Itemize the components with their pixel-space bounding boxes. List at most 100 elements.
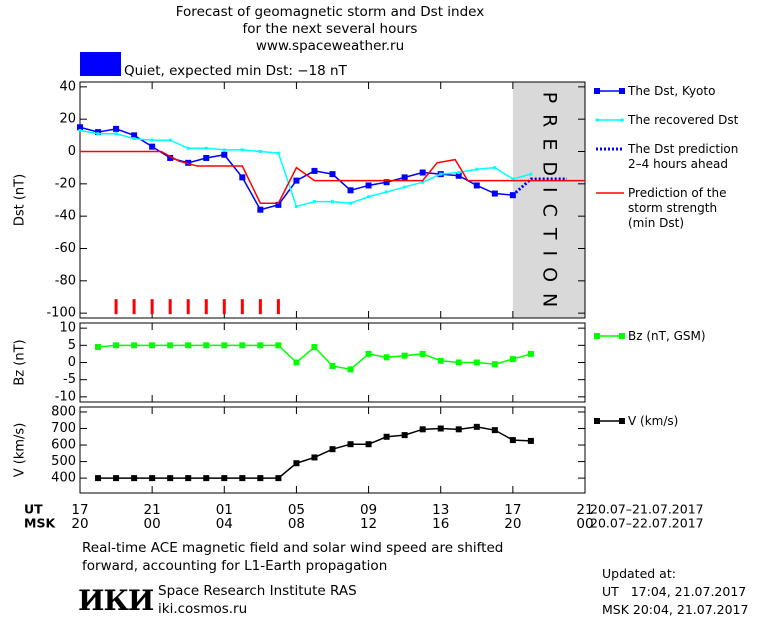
y-tick-label: 600 xyxy=(51,438,76,453)
updated-line: MSK 20:04, 21.07.2017 xyxy=(602,602,749,617)
series-marker xyxy=(383,354,390,361)
y-tick-label: 700 xyxy=(51,421,76,436)
series-marker xyxy=(511,177,515,181)
series-marker xyxy=(365,182,372,189)
series-marker xyxy=(331,200,334,204)
series-marker xyxy=(185,475,192,482)
series-marker xyxy=(221,151,228,158)
series-marker xyxy=(203,342,210,349)
x-tick-label: 20 xyxy=(504,516,521,532)
legend-marker xyxy=(619,333,625,339)
x-tick-label: 17 xyxy=(71,502,88,518)
series-marker xyxy=(491,190,498,197)
legend-marker xyxy=(594,88,600,94)
y-tick-label: 800 xyxy=(51,404,76,419)
series-marker xyxy=(258,150,262,154)
series-marker xyxy=(401,432,408,439)
series-marker xyxy=(419,350,426,357)
series-marker xyxy=(347,366,354,373)
series-marker xyxy=(95,344,102,351)
series-marker xyxy=(367,195,371,199)
legend-label: The Dst, Kyoto xyxy=(628,84,716,98)
institute: Space Research Institute RAS xyxy=(158,583,357,599)
updated-line: UT 17:04, 21.07.2017 xyxy=(602,584,747,599)
series-marker xyxy=(204,146,208,150)
title-line: www.spaceweather.ru xyxy=(256,38,404,54)
y-tick-label: -40 xyxy=(55,209,76,224)
y-axis-title: Bz (nT) xyxy=(13,339,28,385)
series-marker xyxy=(221,342,228,349)
series-line xyxy=(511,177,567,197)
msk-range: 20.07–22.07.2017 xyxy=(590,516,704,531)
x-tick-label: 05 xyxy=(288,502,305,518)
series-marker xyxy=(403,185,407,189)
series-marker xyxy=(275,342,282,349)
series-marker xyxy=(437,425,444,432)
legend-marker xyxy=(595,118,599,122)
series-marker xyxy=(150,138,154,142)
y-tick-label: 400 xyxy=(51,471,76,486)
series-marker xyxy=(77,124,83,131)
series-line xyxy=(98,426,531,479)
legend-label: The recovered Dst xyxy=(628,113,739,127)
series-marker xyxy=(509,356,516,363)
x-tick-label: 04 xyxy=(216,516,233,532)
series-marker xyxy=(168,138,172,142)
series-marker xyxy=(457,171,461,175)
status-text: Quiet, expected min Dst: −18 nT xyxy=(124,63,348,79)
series-marker xyxy=(239,342,246,349)
series-marker xyxy=(257,206,264,213)
series-marker xyxy=(186,146,190,150)
series-marker xyxy=(527,350,534,357)
series-marker xyxy=(293,460,300,467)
x-tick-label: 00 xyxy=(144,516,161,532)
x-tick-label: 08 xyxy=(288,516,305,532)
legend-marker xyxy=(594,333,600,339)
logo: ИКИ xyxy=(78,584,154,617)
status-box xyxy=(80,52,121,76)
series-marker xyxy=(132,137,136,141)
legend-marker xyxy=(620,118,624,122)
series-marker xyxy=(203,154,210,161)
series-marker xyxy=(149,342,156,349)
series-marker xyxy=(473,423,480,430)
series-marker xyxy=(493,166,497,170)
plot-frame xyxy=(79,81,586,319)
y-tick-label: -10 xyxy=(55,389,76,404)
x-tick-label: 12 xyxy=(360,516,377,532)
series-marker xyxy=(239,174,246,181)
x-tick-label: 00 xyxy=(576,516,593,532)
y-tick-label: -60 xyxy=(55,241,76,256)
series-marker xyxy=(131,342,138,349)
series-marker xyxy=(185,342,192,349)
y-axis-title: Dst (nT) xyxy=(13,174,28,226)
series-marker xyxy=(311,167,318,174)
series-marker xyxy=(257,475,264,482)
series-marker xyxy=(365,350,372,357)
series-marker xyxy=(421,180,425,184)
series-marker xyxy=(275,201,282,208)
series-marker xyxy=(311,454,318,461)
y-tick-label: -100 xyxy=(46,306,76,321)
footnote: forward, accounting for L1-Earth propaga… xyxy=(82,558,388,574)
series-marker xyxy=(439,172,443,176)
series-marker xyxy=(329,171,336,178)
series-marker xyxy=(312,200,316,204)
series-marker xyxy=(239,475,246,482)
series-line xyxy=(80,150,585,204)
series-marker xyxy=(455,359,462,366)
series-marker xyxy=(203,475,210,482)
series-marker xyxy=(475,167,479,171)
series-marker xyxy=(293,177,300,184)
plot-frame xyxy=(79,406,586,494)
series-marker xyxy=(222,148,226,152)
series-marker xyxy=(437,357,444,364)
y-tick-label: -5 xyxy=(63,372,76,387)
y-axis-title: V (km/s) xyxy=(13,423,28,478)
series-marker xyxy=(473,359,480,366)
y-tick-label: 20 xyxy=(59,112,76,127)
prediction-label: PREDICTION xyxy=(538,92,560,319)
series-marker xyxy=(96,132,100,136)
